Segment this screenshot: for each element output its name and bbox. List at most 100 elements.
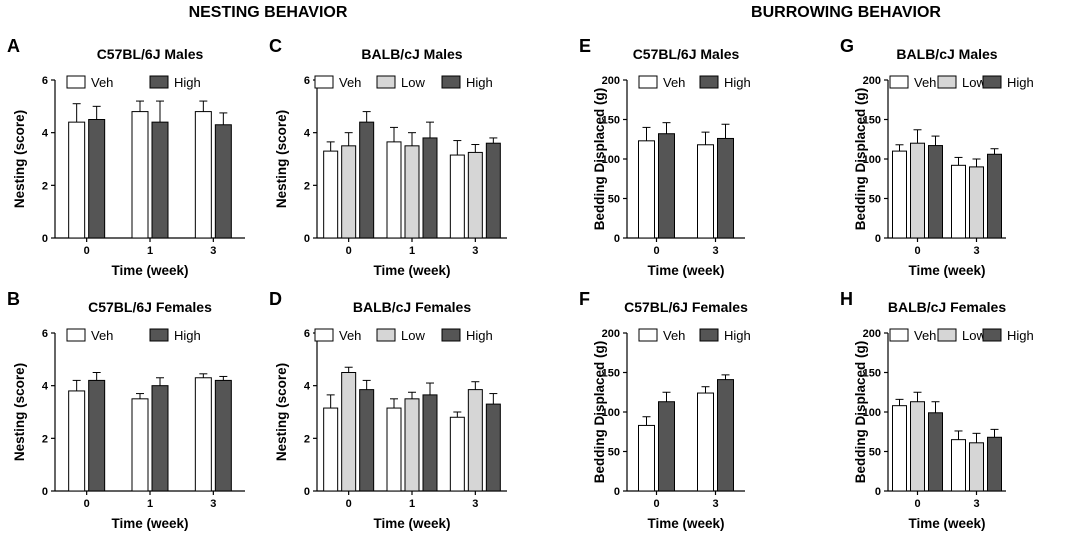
y-axis-label: Bedding Displaced (g) — [592, 88, 607, 231]
x-tick-label: 0 — [914, 245, 920, 257]
bar-veh-0 — [68, 121, 86, 239]
bar-low-3 — [467, 151, 483, 239]
chart-panel-b: B C57BL/6J Females 0 2 4 6 Nesting (score) 0 1 3 T… — [7, 289, 245, 531]
x-axis-label: Time (week) — [908, 263, 985, 278]
bar-low-0 — [910, 401, 925, 492]
bar-veh-3 — [697, 392, 714, 492]
panel-letter: C — [269, 36, 282, 56]
y-tick-label: 4 — [42, 128, 49, 140]
chart-title: BALB/cJ Females — [353, 299, 471, 315]
x-tick-label: 3 — [210, 245, 216, 257]
bar-veh-0 — [638, 140, 655, 239]
bar-high-3 — [987, 436, 1002, 492]
bar-high-1 — [422, 137, 438, 239]
x-tick-label: 1 — [409, 245, 415, 257]
panel-letter: B — [7, 289, 20, 309]
y-axis-label: Nesting (score) — [12, 110, 27, 208]
legend-label-high: High — [1007, 75, 1034, 90]
bar-low-1 — [404, 398, 420, 492]
y-tick-label: 2 — [42, 433, 48, 445]
bar-low-3 — [969, 442, 984, 492]
y-tick-label: 4 — [304, 128, 311, 140]
y-tick-label: 6 — [42, 75, 48, 87]
chart-title: BALB/cJ Females — [888, 299, 1006, 315]
y-tick-label: 50 — [869, 194, 881, 206]
chart-title: BALB/cJ Males — [361, 46, 462, 62]
bar-high-3 — [485, 403, 501, 492]
x-tick-label: 3 — [712, 498, 718, 510]
bar-veh-3 — [194, 111, 212, 239]
bar-veh-0 — [892, 150, 907, 239]
y-tick-label: 150 — [863, 368, 881, 380]
y-tick-label: 50 — [608, 447, 620, 459]
legend: Veh Low High — [314, 75, 493, 90]
y-tick-label: 0 — [614, 233, 620, 245]
chart-title: C57BL/6J Females — [88, 299, 212, 315]
bar-veh-1 — [386, 407, 402, 492]
bar-high-3 — [717, 379, 734, 492]
x-axis-label: Time (week) — [373, 263, 450, 278]
bar-high-0 — [928, 412, 943, 492]
chart-title: C57BL/6J Males — [633, 46, 740, 62]
x-tick-label: 0 — [914, 498, 920, 510]
bar-high-1 — [151, 385, 169, 492]
y-tick-label: 50 — [608, 194, 620, 206]
legend-label-high: High — [174, 75, 201, 90]
legend-swatch-low — [376, 328, 396, 342]
bar-low-3 — [969, 166, 984, 239]
x-tick-label: 0 — [653, 245, 659, 257]
y-tick-label: 4 — [304, 381, 311, 393]
legend-swatch-high — [441, 328, 461, 342]
bar-veh-0 — [638, 424, 655, 492]
x-axis-label: Time (week) — [111, 263, 188, 278]
chart-title: C57BL/6J Females — [624, 299, 748, 315]
y-tick-label: 0 — [304, 233, 310, 245]
legend-swatch-high — [699, 75, 719, 89]
x-axis-label: Time (week) — [647, 263, 724, 278]
y-tick-label: 100 — [863, 154, 881, 166]
bar-high-0 — [88, 119, 106, 239]
panel-letter: E — [579, 36, 591, 56]
y-tick-label: 100 — [602, 407, 620, 419]
legend-label-low: Low — [401, 75, 425, 90]
bar-veh-0 — [892, 405, 907, 492]
bar-veh-3 — [697, 144, 714, 239]
bar-veh-3 — [951, 164, 966, 239]
y-tick-label: 100 — [602, 154, 620, 166]
legend-swatch-low — [937, 328, 957, 342]
bar-low-3 — [467, 389, 483, 492]
legend-label-veh: Veh — [339, 328, 361, 343]
bar-high-0 — [658, 133, 675, 239]
y-tick-label: 150 — [602, 368, 620, 380]
bar-veh-0 — [68, 390, 86, 492]
y-tick-label: 100 — [863, 407, 881, 419]
y-tick-label: 0 — [42, 486, 48, 498]
legend-label-low: Low — [962, 75, 986, 90]
bar-veh-3 — [449, 416, 465, 492]
panel-letter: A — [7, 36, 20, 56]
x-axis-label: Time (week) — [373, 516, 450, 531]
panel-letter: F — [579, 289, 590, 309]
bar-low-0 — [341, 372, 357, 492]
x-axis-label: Time (week) — [908, 516, 985, 531]
y-tick-label: 6 — [42, 328, 48, 340]
y-tick-label: 200 — [602, 75, 620, 87]
x-tick-label: 1 — [409, 498, 415, 510]
y-tick-label: 2 — [42, 180, 48, 192]
bar-low-1 — [404, 145, 420, 239]
bar-veh-1 — [131, 398, 149, 492]
legend: Veh High — [638, 328, 751, 343]
x-tick-label: 0 — [346, 498, 352, 510]
legend-label-high: High — [724, 75, 751, 90]
y-tick-label: 6 — [304, 75, 310, 87]
bar-veh-3 — [449, 154, 465, 239]
y-tick-label: 50 — [869, 447, 881, 459]
x-tick-label: 3 — [472, 498, 478, 510]
legend-label-low: Low — [401, 328, 425, 343]
legend-swatch-high — [149, 75, 169, 89]
x-tick-label: 0 — [84, 245, 90, 257]
legend-label-low: Low — [962, 328, 986, 343]
